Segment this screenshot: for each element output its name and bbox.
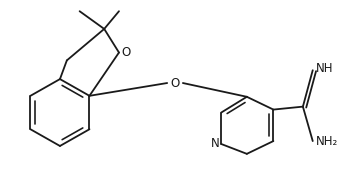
Text: NH: NH [316,62,333,75]
Text: N: N [211,137,219,150]
Text: NH₂: NH₂ [316,135,338,148]
Text: O: O [170,77,180,90]
Text: O: O [121,46,130,59]
